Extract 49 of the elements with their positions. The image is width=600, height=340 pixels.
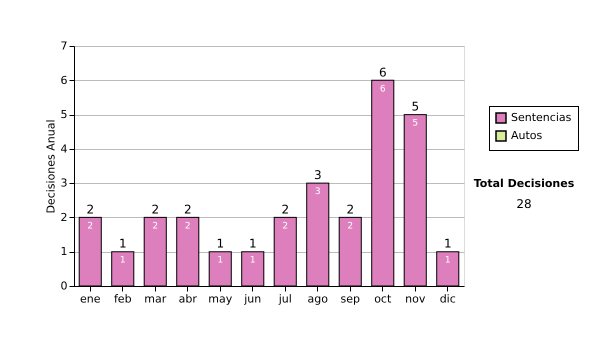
- total-label: 1: [444, 236, 452, 251]
- data-label: 3: [314, 187, 321, 198]
- x-tick-label: feb: [114, 292, 132, 306]
- x-tick-label: may: [208, 292, 233, 306]
- y-tick-label: 6: [60, 74, 68, 87]
- x-tick-label: abr: [178, 292, 198, 306]
- y-tick-label: 2: [60, 210, 68, 224]
- total-label: 2: [281, 202, 290, 216]
- text: Total Decisiones: [474, 177, 575, 190]
- data-label: 6: [380, 84, 386, 94]
- x-tick-label: nov: [405, 292, 426, 306]
- x-tick-label: jul: [278, 292, 292, 306]
- total-label: 3: [314, 168, 322, 182]
- data-label: 5: [412, 118, 418, 129]
- y-tick-label: 7: [60, 40, 68, 52]
- y-tick-label: 5: [60, 108, 68, 122]
- x-tick-label: oct: [374, 292, 392, 306]
- total-label: 1: [118, 236, 127, 251]
- total-label: 5: [411, 100, 420, 114]
- y-tick-label: 4: [60, 142, 68, 156]
- legend-label: Autos: [511, 129, 543, 142]
- total-label: 2: [184, 202, 192, 216]
- data-label: 1: [444, 256, 451, 266]
- data-label: 2: [184, 221, 191, 232]
- y-tick-label: 1: [60, 245, 68, 258]
- y-tick-label: 3: [60, 176, 68, 190]
- data-label: 1: [217, 256, 224, 266]
- x-tick-label: ene: [80, 292, 101, 306]
- total-label: 2: [86, 202, 94, 216]
- data-label: 2: [282, 221, 288, 232]
- x-tick-label: jun: [243, 292, 262, 306]
- data-label: 1: [120, 256, 126, 266]
- data-label: 2: [152, 221, 158, 232]
- text: 28: [516, 197, 532, 211]
- legend-label: Sentencias: [511, 111, 572, 124]
- total-label: 2: [151, 202, 160, 216]
- x-tick-label: dic: [440, 292, 456, 306]
- data-label: 2: [347, 221, 354, 232]
- x-tick-label: mar: [144, 292, 167, 306]
- y-tick-label: 0: [60, 280, 68, 292]
- x-tick-label: ago: [308, 292, 328, 306]
- data-label: 1: [250, 256, 256, 266]
- total-label: 6: [378, 65, 387, 80]
- total-label: 1: [216, 236, 224, 251]
- x-tick-label: sep: [340, 292, 360, 306]
- y-axis-title: Decisiones Anual: [44, 119, 58, 214]
- data-label: 2: [87, 221, 94, 232]
- total-label: 1: [248, 236, 257, 251]
- total-label: 2: [346, 202, 354, 216]
